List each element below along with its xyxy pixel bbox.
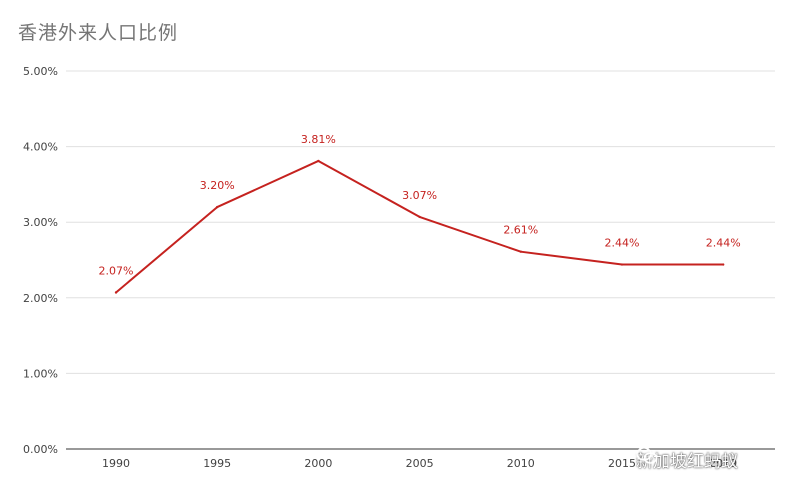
data-point — [216, 205, 219, 209]
data-points — [114, 159, 725, 294]
y-axis-ticks: 0.00% 1.00% 2.00% 3.00% 4.00% 5.00% — [23, 65, 58, 456]
data-point — [317, 159, 320, 163]
y-tick-label: 5.00% — [23, 65, 58, 78]
data-label: 2.44% — [605, 237, 640, 250]
y-tick-label: 3.00% — [23, 216, 58, 229]
data-label: 3.20% — [200, 179, 235, 192]
x-tick-label: 2019 — [709, 457, 737, 470]
data-label: 3.81% — [301, 133, 336, 146]
y-tick-label: 4.00% — [23, 141, 58, 154]
y-tick-label: 0.00% — [23, 443, 58, 456]
gridlines — [66, 70, 775, 450]
data-label: 2.61% — [503, 224, 538, 237]
y-tick-label: 1.00% — [23, 367, 58, 380]
x-tick-label: 2010 — [507, 457, 535, 470]
x-tick-label: 1990 — [102, 457, 130, 470]
watermark: 新加坡红蚂蚁 — [636, 447, 738, 472]
x-tick-label: 2000 — [304, 457, 332, 470]
data-point — [519, 250, 522, 253]
x-tick-label: 2015 — [608, 457, 636, 470]
chart-title: 香港外来人口比例 — [18, 22, 179, 44]
data-label: 3.07% — [402, 189, 437, 202]
data-label: 2.07% — [99, 265, 134, 278]
x-tick-label: 1995 — [203, 457, 231, 470]
data-label: 2.44% — [706, 237, 741, 250]
data-point — [722, 263, 725, 266]
wechat-icon — [636, 447, 658, 464]
data-labels: 2.07% 3.20% 3.81% 3.07% 2.61% 2.44% 2.44% — [99, 133, 741, 278]
data-point — [620, 263, 624, 266]
data-point — [418, 215, 421, 219]
y-tick-label: 2.00% — [23, 292, 58, 305]
data-point — [114, 291, 118, 294]
x-axis-ticks: 1990 1995 2000 2005 2010 2015 2019 — [102, 457, 737, 470]
x-tick-label: 2005 — [406, 457, 434, 470]
watermark-text: 新加坡红蚂蚁 — [636, 452, 738, 472]
